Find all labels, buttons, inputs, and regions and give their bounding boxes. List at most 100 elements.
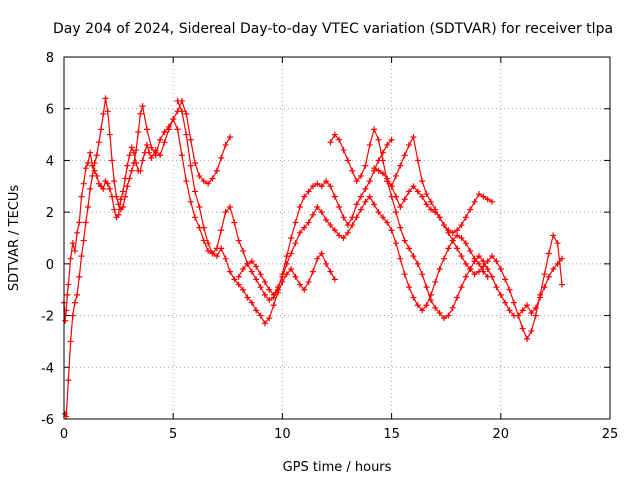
data-point (139, 103, 146, 110)
data-point (406, 284, 413, 291)
data-point (296, 203, 303, 210)
data-point (165, 123, 172, 130)
data-point (80, 237, 87, 244)
data-point (462, 260, 469, 267)
data-point (240, 247, 247, 254)
data-point (392, 240, 399, 247)
data-point (327, 222, 334, 229)
data-point (146, 149, 153, 156)
data-point (545, 273, 552, 280)
data-point (358, 193, 365, 200)
data-point (196, 203, 203, 210)
data-point (91, 160, 98, 167)
data-point (340, 147, 347, 154)
data-point (323, 216, 330, 223)
data-point (506, 307, 513, 314)
data-point (528, 328, 535, 335)
x-tick-label: 10 (274, 427, 291, 442)
data-point (139, 157, 146, 164)
data-point (480, 263, 487, 270)
data-point (484, 266, 491, 273)
data-point (104, 180, 111, 187)
data-point (235, 237, 242, 244)
data-point (414, 188, 421, 195)
data-point (115, 201, 122, 208)
series-day-minus-7 (384, 178, 565, 342)
data-point (441, 222, 448, 229)
data-point (124, 162, 131, 169)
data-point (218, 154, 225, 161)
chart-title: Day 204 of 2024, Sidereal Day-to-day VTE… (53, 21, 613, 37)
data-point (379, 170, 386, 177)
data-point (371, 126, 378, 133)
x-axis-label: GPS time / hours (283, 460, 392, 475)
data-point (327, 268, 334, 275)
data-point (183, 178, 190, 185)
data-point (401, 196, 408, 203)
data-point (209, 250, 216, 257)
data-point (301, 193, 308, 200)
data-point (489, 273, 496, 280)
data-point (401, 152, 408, 159)
data-point (475, 191, 482, 198)
data-point (471, 258, 478, 265)
data-point (218, 227, 225, 234)
data-point (423, 191, 430, 198)
data-point (222, 141, 229, 148)
data-point (64, 291, 71, 298)
data-point (436, 214, 443, 221)
data-point (192, 160, 199, 167)
data-point (266, 297, 273, 304)
data-point (183, 110, 190, 117)
data-point (143, 126, 150, 133)
data-point (231, 219, 238, 226)
data-point (336, 136, 343, 143)
data-point (327, 139, 334, 146)
data-point (200, 237, 207, 244)
data-point (133, 147, 140, 154)
data-point (401, 271, 408, 278)
data-point (462, 214, 469, 221)
data-point (349, 222, 356, 229)
data-point (397, 255, 404, 262)
data-point (98, 126, 105, 133)
data-point (296, 281, 303, 288)
data-point (87, 149, 94, 156)
data-point (292, 273, 299, 280)
data-point (419, 193, 426, 200)
data-point (458, 222, 465, 229)
data-point (187, 136, 194, 143)
data-point (100, 185, 107, 192)
data-point (187, 162, 194, 169)
data-point (78, 193, 85, 200)
data-point (358, 172, 365, 179)
data-point (161, 128, 168, 135)
data-point (467, 266, 474, 273)
data-point (161, 139, 168, 146)
data-point (192, 188, 199, 195)
series-trace (64, 97, 336, 417)
data-point (410, 183, 417, 190)
data-point (558, 281, 565, 288)
data-point (305, 219, 312, 226)
data-point (113, 193, 120, 200)
data-point (205, 247, 212, 254)
data-point (314, 180, 321, 187)
data-point (192, 214, 199, 221)
data-point (89, 172, 96, 179)
data-point (384, 219, 391, 226)
data-point (419, 178, 426, 185)
data-point (331, 227, 338, 234)
data-point (296, 229, 303, 236)
data-point (209, 175, 216, 182)
data-point (537, 291, 544, 298)
data-point (71, 299, 78, 306)
data-point (423, 201, 430, 208)
data-point (471, 271, 478, 278)
data-point (305, 188, 312, 195)
data-point (143, 141, 150, 148)
data-point (200, 224, 207, 231)
data-point (170, 116, 177, 123)
data-point (379, 157, 386, 164)
data-point (480, 193, 487, 200)
